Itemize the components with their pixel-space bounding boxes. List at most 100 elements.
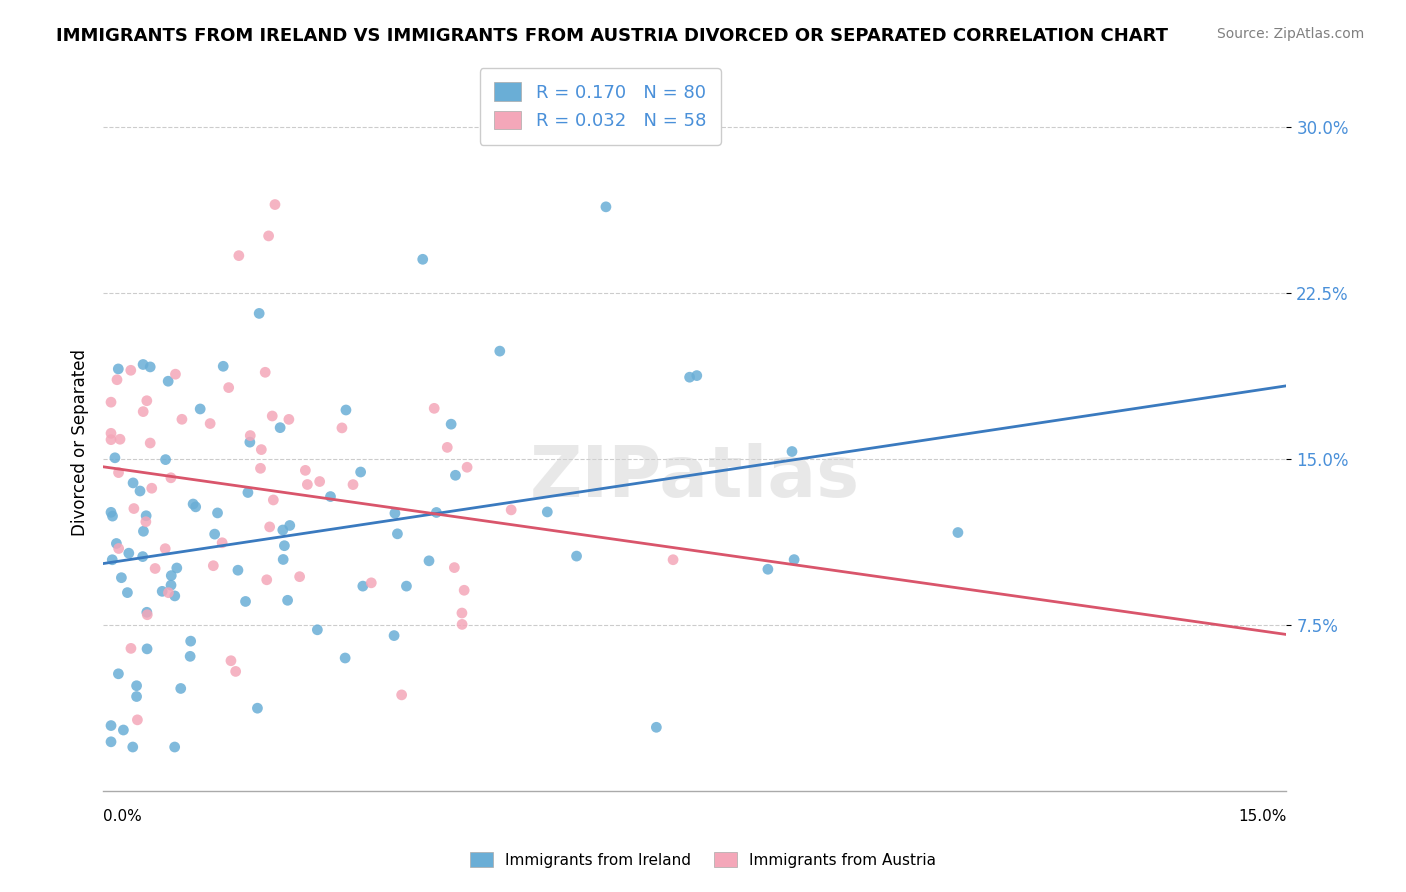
- Point: [101, 509, 124, 524]
- Point: [277, 412, 299, 426]
- Point: [132, 404, 155, 418]
- Point: [254, 365, 277, 379]
- Point: [686, 368, 709, 383]
- Point: [264, 197, 287, 211]
- Point: [262, 409, 284, 423]
- Point: [100, 735, 122, 749]
- Point: [228, 249, 250, 263]
- Point: [122, 501, 145, 516]
- Point: [105, 536, 128, 550]
- Point: [141, 481, 163, 495]
- Point: [235, 594, 257, 608]
- Point: [117, 585, 139, 599]
- Point: [262, 492, 284, 507]
- Point: [100, 718, 122, 732]
- Legend: Immigrants from Ireland, Immigrants from Austria: Immigrants from Ireland, Immigrants from…: [463, 844, 943, 875]
- Point: [333, 651, 356, 665]
- Text: 15.0%: 15.0%: [1239, 809, 1286, 823]
- Point: [125, 690, 148, 704]
- Point: [100, 426, 122, 441]
- Point: [239, 435, 262, 450]
- Point: [132, 358, 155, 372]
- Point: [443, 560, 465, 574]
- Point: [335, 403, 357, 417]
- Point: [207, 506, 229, 520]
- Point: [256, 573, 278, 587]
- Point: [204, 527, 226, 541]
- Point: [662, 552, 685, 566]
- Point: [395, 579, 418, 593]
- Point: [107, 666, 129, 681]
- Point: [188, 401, 211, 416]
- Point: [453, 583, 475, 598]
- Point: [179, 649, 201, 664]
- Point: [120, 363, 142, 377]
- Point: [211, 535, 233, 549]
- Point: [259, 520, 281, 534]
- Point: [202, 558, 225, 573]
- Point: [155, 541, 177, 556]
- Point: [163, 589, 186, 603]
- Point: [143, 561, 166, 575]
- Point: [308, 475, 330, 489]
- Point: [184, 500, 207, 514]
- Point: [269, 420, 291, 434]
- Point: [501, 503, 523, 517]
- Point: [249, 461, 271, 475]
- Point: [104, 450, 127, 465]
- Point: [451, 617, 474, 632]
- Point: [181, 497, 204, 511]
- Point: [107, 362, 129, 376]
- Point: [294, 463, 316, 477]
- Point: [118, 546, 141, 560]
- Y-axis label: Divorced or Separated: Divorced or Separated: [72, 349, 89, 536]
- Point: [536, 505, 558, 519]
- Point: [135, 515, 157, 529]
- Point: [444, 468, 467, 483]
- Point: [387, 526, 409, 541]
- Point: [131, 549, 153, 564]
- Point: [135, 508, 157, 523]
- Point: [418, 554, 440, 568]
- Point: [135, 605, 157, 619]
- Point: [112, 723, 135, 737]
- Point: [565, 549, 588, 563]
- Point: [488, 344, 510, 359]
- Point: [107, 541, 129, 556]
- Point: [127, 713, 149, 727]
- Point: [157, 585, 180, 599]
- Point: [456, 460, 478, 475]
- Point: [160, 578, 183, 592]
- Point: [595, 200, 617, 214]
- Point: [277, 593, 299, 607]
- Point: [360, 575, 382, 590]
- Point: [170, 412, 193, 426]
- Point: [288, 569, 311, 583]
- Point: [780, 444, 803, 458]
- Point: [100, 395, 122, 409]
- Point: [157, 374, 180, 388]
- Point: [257, 228, 280, 243]
- Point: [678, 370, 700, 384]
- Text: Source: ZipAtlas.com: Source: ZipAtlas.com: [1216, 27, 1364, 41]
- Legend: R = 0.170   N = 80, R = 0.032   N = 58: R = 0.170 N = 80, R = 0.032 N = 58: [479, 68, 720, 145]
- Point: [218, 381, 240, 395]
- Point: [165, 367, 187, 381]
- Point: [271, 523, 294, 537]
- Point: [160, 568, 183, 582]
- Point: [163, 739, 186, 754]
- Point: [121, 739, 143, 754]
- Point: [108, 432, 131, 446]
- Point: [100, 433, 122, 447]
- Point: [436, 441, 458, 455]
- Point: [136, 607, 159, 622]
- Point: [132, 524, 155, 539]
- Point: [219, 654, 242, 668]
- Point: [423, 401, 446, 416]
- Point: [440, 417, 463, 432]
- Point: [180, 634, 202, 648]
- Point: [125, 679, 148, 693]
- Point: [155, 452, 177, 467]
- Point: [756, 562, 779, 576]
- Point: [645, 720, 668, 734]
